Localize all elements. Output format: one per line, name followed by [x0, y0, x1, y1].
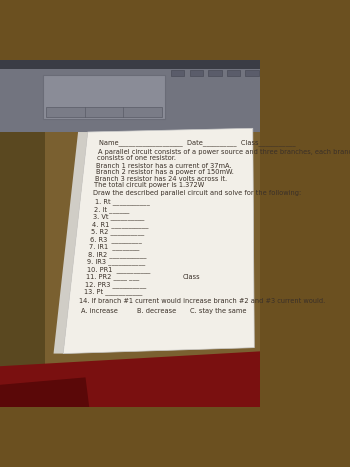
Text: 5. R2 __________: 5. R2 __________: [91, 229, 145, 235]
Text: 7. IR1  ________: 7. IR1 ________: [89, 244, 140, 250]
Bar: [245, 70, 259, 76]
Bar: [208, 70, 222, 76]
Polygon shape: [63, 128, 254, 354]
Text: 12. PR3 __________: 12. PR3 __________: [85, 281, 146, 288]
Text: 10. PR1  __________: 10. PR1 __________: [86, 266, 150, 273]
Text: 9. IR3 ___________: 9. IR3 ___________: [88, 259, 146, 265]
Bar: [46, 107, 162, 117]
Text: Branch 2 resistor has a power of 150mW.: Branch 2 resistor has a power of 150mW.: [96, 170, 233, 176]
Polygon shape: [0, 351, 260, 407]
Text: Name___________________  Date__________  Class___________: Name___________________ Date__________ C…: [99, 139, 296, 146]
Bar: [171, 70, 184, 76]
Text: Branch 1 resistor has a current of 37mA.: Branch 1 resistor has a current of 37mA.: [96, 163, 232, 169]
Text: C. stay the same: C. stay the same: [190, 307, 247, 313]
Bar: [190, 70, 203, 76]
Polygon shape: [0, 377, 89, 407]
Text: 13. Pt ___________: 13. Pt ___________: [84, 289, 142, 295]
Bar: [0, 60, 260, 69]
Text: 3. Vt __________: 3. Vt __________: [93, 213, 145, 220]
Bar: [0, 60, 260, 132]
Text: 6. R3  _________: 6. R3 _________: [90, 236, 142, 243]
Text: The total circuit power is 1.372W: The total circuit power is 1.372W: [94, 182, 204, 188]
Text: 8. IR2 ___________: 8. IR2 ___________: [89, 251, 147, 258]
Text: 4. R1 ___________: 4. R1 ___________: [92, 221, 149, 228]
Text: Class: Class: [183, 274, 201, 280]
Text: consists of one resistor.: consists of one resistor.: [97, 155, 176, 161]
Text: A. increase: A. increase: [81, 307, 118, 313]
Bar: [0, 60, 44, 407]
Bar: [227, 70, 240, 76]
Text: A parallel circuit consists of a power source and three branches, each branch: A parallel circuit consists of a power s…: [98, 149, 350, 155]
Text: Draw the described parallel circuit and solve for the following:: Draw the described parallel circuit and …: [93, 190, 301, 196]
Text: 11. PR2 ____ ___: 11. PR2 ____ ___: [86, 274, 139, 280]
Text: 14. If branch #1 current would increase branch #2 and #3 current would.: 14. If branch #1 current would increase …: [79, 298, 325, 304]
Polygon shape: [54, 132, 88, 354]
Text: B. decrease: B. decrease: [136, 307, 176, 313]
Text: Branch 3 resistor has 24 volts across it.: Branch 3 resistor has 24 volts across it…: [95, 176, 227, 182]
Text: 2. It ______: 2. It ______: [94, 206, 130, 213]
FancyBboxPatch shape: [43, 75, 165, 119]
Text: 1. Rt ___________: 1. Rt ___________: [95, 198, 150, 205]
